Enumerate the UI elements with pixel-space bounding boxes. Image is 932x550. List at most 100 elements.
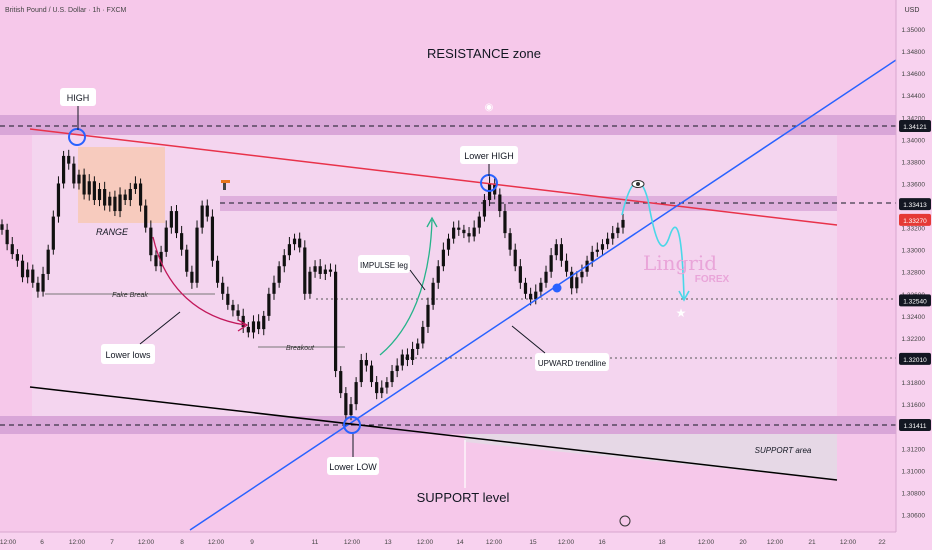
candle-body <box>221 282 225 294</box>
chart-title: British Pound / U.S. Dollar · 1h · FXCM <box>5 7 127 14</box>
candle-body <box>226 293 230 305</box>
candle-body <box>590 251 594 261</box>
lower-high-callout: Lower HIGH <box>460 146 518 176</box>
lower-low-callout-text: Lower LOW <box>329 462 377 472</box>
support-area-label: SUPPORT area <box>755 446 812 455</box>
upward-trendline <box>189 59 897 531</box>
time-axis <box>0 532 932 550</box>
candle-body <box>190 271 194 283</box>
breakout-label: Breakout <box>286 345 315 352</box>
range-label: RANGE <box>96 227 129 237</box>
price-badge-2: 1.33270 <box>903 218 927 225</box>
candle-body <box>349 404 353 416</box>
time-tick-7: 9 <box>250 539 254 546</box>
candle-body <box>61 155 66 184</box>
time-tick-22: 12:00 <box>840 539 857 546</box>
candle-body <box>575 277 579 289</box>
time-tick-18: 12:00 <box>698 539 715 546</box>
candle-body <box>354 382 358 405</box>
candle-body <box>67 155 71 164</box>
candle-body <box>72 163 76 184</box>
candle-body <box>210 216 215 261</box>
candle-body <box>344 393 348 416</box>
price-badge-bg-5 <box>899 419 931 431</box>
resistance-zone-label: RESISTANCE zone <box>427 46 541 61</box>
price-badge-bg-2 <box>899 213 931 226</box>
breakout-arrow-head <box>237 319 249 332</box>
time-tick-4: 12:00 <box>138 539 155 546</box>
candle-body <box>416 343 420 349</box>
time-tick-13: 12:00 <box>486 539 503 546</box>
level-lines-dotted <box>45 293 896 359</box>
price-tick-1: 1.34800 <box>902 49 926 56</box>
high-callout-text: HIGH <box>67 93 90 103</box>
candle-body <box>246 326 250 333</box>
time-tick-15: 12:00 <box>558 539 575 546</box>
candle-body <box>303 247 307 294</box>
price-badge-bg-1 <box>899 198 931 211</box>
time-tick-0: 12:00 <box>0 539 17 546</box>
candle-body <box>267 293 271 316</box>
time-tick-14: 15 <box>529 539 537 546</box>
candle-body <box>498 194 502 212</box>
candle-body <box>328 269 333 272</box>
impulse-leg-callout-text: IMPULSE leg <box>360 261 408 270</box>
candle-body <box>421 326 425 344</box>
candle-body <box>359 360 363 383</box>
candle-body <box>523 282 528 294</box>
candle-body <box>298 238 302 248</box>
chart-area-box <box>32 132 837 427</box>
candle-body <box>262 315 266 330</box>
candle-body <box>251 321 256 333</box>
candle-body <box>339 371 343 394</box>
trendline-touch-dot <box>552 283 562 293</box>
price-tick-5: 1.34000 <box>902 137 926 144</box>
candle-body <box>123 194 127 201</box>
candle-body <box>236 310 240 316</box>
candle-body <box>82 174 86 195</box>
candle-body <box>616 227 620 234</box>
candle-body <box>621 219 625 228</box>
candle-body <box>446 238 451 250</box>
candle-body <box>154 255 158 267</box>
price-badge-bg-0 <box>899 120 931 132</box>
candle-body <box>231 304 235 311</box>
candle-body <box>380 387 384 394</box>
candle-body <box>118 194 122 212</box>
candle-body <box>390 371 394 383</box>
candle-body <box>400 354 404 366</box>
candle-body <box>257 321 261 330</box>
price-tick-16: 1.31800 <box>902 380 926 387</box>
candle-body <box>92 181 96 201</box>
candle-body <box>97 188 102 201</box>
lower-high-callout-text: Lower HIGH <box>464 151 514 161</box>
candle-body <box>462 229 466 234</box>
candle-body <box>20 260 25 278</box>
time-tick-2: 12:00 <box>69 539 86 546</box>
candle-body <box>503 211 507 234</box>
time-tick-16: 16 <box>598 539 606 546</box>
breakout-arrow <box>152 236 246 326</box>
candle-body <box>15 254 19 261</box>
candle-body <box>287 244 292 256</box>
candle-body <box>554 244 558 256</box>
candle-body <box>570 271 574 289</box>
candle-body <box>477 216 481 228</box>
resistance-zone-band <box>0 115 896 135</box>
candle-body <box>549 255 553 272</box>
time-tick-8: 11 <box>312 539 319 546</box>
price-tick-6: 1.33800 <box>902 159 926 166</box>
candle-body <box>138 183 143 206</box>
time-tick-6: 12:00 <box>208 539 225 546</box>
impulse-arrow-head <box>426 216 438 228</box>
price-badge-1: 1.33413 <box>903 202 927 209</box>
candle-body <box>103 188 107 206</box>
time-tick-10: 13 <box>384 539 392 546</box>
high-marker <box>68 128 86 146</box>
time-tick-5: 8 <box>180 539 184 546</box>
candle-body <box>323 269 327 274</box>
time-tick-23: 22 <box>878 539 886 546</box>
candle-body <box>318 266 322 274</box>
price-tick-3: 1.34400 <box>902 93 926 100</box>
